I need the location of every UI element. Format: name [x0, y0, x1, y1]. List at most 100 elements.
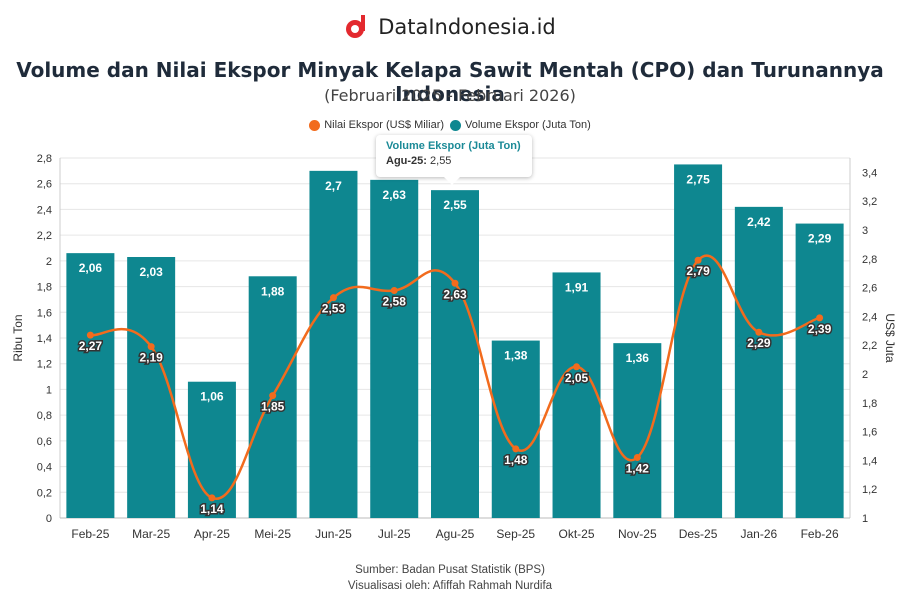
y-left-axis-title: Ribu Ton [11, 314, 25, 361]
legend-item-volume[interactable]: Volume Ekspor (Juta Ton) [450, 119, 591, 131]
bar-value-label: 1,06 [200, 390, 224, 404]
bar [734, 206, 783, 518]
legend-bar-marker-icon [450, 119, 462, 131]
bar [674, 164, 723, 518]
line-point [512, 445, 520, 453]
line-value-label: 2,53 [322, 302, 346, 316]
line-value-label: 1,42 [626, 462, 650, 476]
y-right-axis-title: US$ Juta [883, 313, 897, 363]
chart-title: Volume dan Nilai Ekspor Minyak Kelapa Sa… [16, 58, 884, 106]
bar [613, 343, 662, 518]
legend-label-volume: Volume Ekspor (Juta Ton) [465, 119, 591, 131]
x-tick-label: Mar-25 [132, 527, 170, 541]
bar [491, 340, 540, 518]
bar-value-label: 1,36 [626, 351, 650, 365]
tooltip: Volume Ekspor (Juta Ton) Agu-25: 2,55 [376, 135, 532, 185]
y-left-tick-label: 1 [46, 384, 52, 396]
line-value-label: 2,29 [747, 336, 771, 350]
line-point [755, 328, 763, 336]
y-right-tick-label: 3 [862, 225, 868, 237]
y-left-tick-label: 0,8 [37, 410, 52, 422]
line-point [451, 279, 459, 287]
bar-value-label: 2,06 [79, 261, 103, 275]
line-value-label: 2,79 [686, 264, 710, 278]
y-right-tick-label: 1,8 [862, 398, 877, 410]
bar-value-label: 1,91 [565, 280, 589, 294]
x-tick-label: Mei-25 [254, 527, 291, 541]
bar-value-label: 2,03 [139, 265, 163, 279]
y-left-tick-label: 2,8 [37, 153, 52, 165]
x-tick-label: Okt-25 [559, 527, 595, 541]
bar [552, 272, 601, 518]
y-left-tick-label: 0,2 [37, 487, 52, 499]
tooltip-category: Agu-25: [386, 155, 427, 167]
y-left-tick-label: 1,2 [37, 359, 52, 371]
y-left-tick-label: 2 [46, 256, 52, 268]
source-line: Sumber: Badan Pusat Statistik (BPS) [355, 564, 545, 576]
y-left-tick-label: 2,6 [37, 179, 52, 191]
bar-value-label: 1,88 [261, 284, 285, 298]
x-tick-label: Jun-25 [315, 527, 352, 541]
bar [127, 257, 176, 518]
line-point [208, 494, 216, 502]
legend-line-marker-icon [309, 119, 321, 131]
bar-value-label: 1,38 [504, 349, 528, 363]
y-right-tick-label: 2,8 [862, 254, 877, 266]
y-left-tick-label: 0,4 [37, 462, 52, 474]
line-point [86, 331, 94, 339]
line-value-label: 1,85 [261, 400, 285, 414]
y-right-tick-label: 2,4 [862, 311, 877, 323]
bar [431, 190, 479, 518]
bar-value-label: 2,75 [686, 172, 710, 186]
line-point [147, 343, 155, 351]
y-right-tick-label: 3,2 [862, 196, 877, 208]
chart-subtitle: (Februari 2025 - Februari 2026) [324, 86, 576, 105]
y-right-tick-label: 1,4 [862, 455, 877, 467]
line-value-label: 2,39 [808, 322, 832, 336]
bar-value-label: 2,55 [443, 198, 467, 212]
bar-value-label: 2,42 [747, 215, 771, 229]
y-right-tick-label: 1,2 [862, 484, 877, 496]
bar-value-label: 2,29 [808, 232, 832, 246]
bar-value-label: 2,7 [325, 179, 342, 193]
bar [66, 253, 115, 518]
x-tick-label: Agu-25 [436, 527, 475, 541]
bar [309, 170, 358, 518]
y-right-tick-label: 3,4 [862, 167, 877, 179]
line-point [633, 454, 641, 462]
y-left-tick-label: 1,6 [37, 307, 52, 319]
line-value-label: 2,58 [383, 294, 407, 308]
line-value-label: 2,19 [139, 351, 163, 365]
y-right-tick-label: 1 [862, 513, 868, 525]
y-left-tick-label: 0,6 [37, 436, 52, 448]
y-left-tick-label: 1,8 [37, 282, 52, 294]
line-value-label: 2,63 [443, 287, 467, 301]
brand-header: DataIndonesia.id [0, 14, 900, 40]
x-tick-label: Jan-26 [740, 527, 777, 541]
y-left-tick-label: 1,4 [37, 333, 52, 345]
line-point [694, 256, 702, 264]
source-block: Sumber: Badan Pusat Statistik (BPS) Visu… [0, 562, 900, 594]
legend-label-nilai: Nilai Ekspor (US$ Miliar) [324, 119, 445, 131]
line-point [390, 286, 398, 294]
y-right-tick-label: 2,2 [862, 340, 877, 352]
credit-line: Visualisasi oleh: Afiffah Rahmah Nurdifa [347, 580, 553, 592]
x-tick-label: Feb-25 [71, 527, 109, 541]
y-left-tick-label: 2,4 [37, 204, 52, 216]
y-right-tick-label: 2,6 [862, 283, 877, 295]
x-tick-label: Apr-25 [194, 527, 230, 541]
legend-item-nilai[interactable]: Nilai Ekspor (US$ Miliar) [309, 119, 444, 131]
bar-value-label: 2,63 [383, 188, 407, 202]
tooltip-value: 2,55 [430, 155, 452, 167]
line-point [573, 363, 581, 371]
line-point [816, 314, 824, 322]
tooltip-title: Volume Ekspor (Juta Ton) [386, 140, 521, 152]
x-tick-label: Feb-26 [801, 527, 839, 541]
x-tick-label: Nov-25 [618, 527, 657, 541]
dataindonesia-logo-icon [346, 15, 366, 38]
x-tick-label: Jul-25 [378, 527, 411, 541]
line-value-label: 2,05 [565, 371, 589, 385]
bar [370, 179, 419, 518]
chart-legend: Nilai Ekspor (US$ Miliar) Volume Ekspor … [0, 119, 900, 131]
